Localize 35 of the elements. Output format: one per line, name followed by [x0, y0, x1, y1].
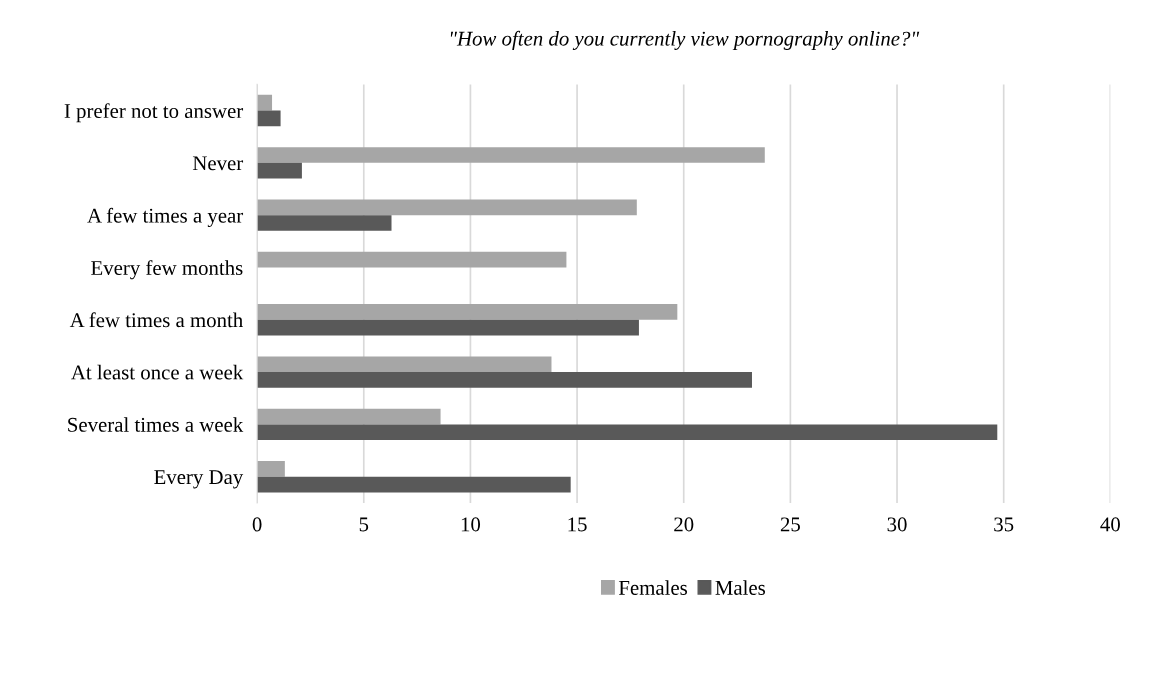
- bar: [257, 476, 571, 493]
- x-tick-label: 5: [359, 517, 369, 532]
- bar: [257, 408, 441, 425]
- bar: [257, 356, 552, 373]
- bar: [257, 162, 302, 179]
- bar: [257, 319, 639, 336]
- y-tick-label: Every few months: [91, 260, 243, 280]
- bar: [257, 94, 273, 111]
- y-tick-label: Several times a week: [68, 417, 244, 432]
- bar: [257, 372, 752, 388]
- bar: [257, 147, 765, 163]
- x-tick-label: 0: [252, 517, 262, 532]
- x-tick-label: 35: [994, 517, 1014, 532]
- y-tick-label: A few times a month: [69, 312, 243, 328]
- y-tick-label: Every Day: [154, 470, 244, 489]
- bar: [257, 199, 637, 216]
- bar: [257, 215, 392, 231]
- bar: [257, 110, 281, 127]
- legend-label: Females: [618, 580, 688, 595]
- x-tick-label: 30: [887, 517, 907, 532]
- y-tick-label: I prefer not to answer: [64, 103, 244, 123]
- bar: [257, 304, 678, 320]
- y-tick-label: At least once a week: [71, 364, 244, 380]
- y-tick-label: Never: [192, 156, 244, 171]
- bar: [257, 424, 998, 441]
- x-tick-label: 40: [1100, 517, 1120, 532]
- x-tick-label: 25: [780, 517, 800, 532]
- legend-label: Males: [715, 580, 766, 595]
- x-tick-label: 15: [568, 517, 587, 532]
- y-tick-label: A few times a year: [87, 207, 244, 227]
- x-tick-label: 10: [461, 517, 481, 532]
- chart-title: "How often do you currently view pornography online?": [450, 30, 920, 50]
- bar: [257, 251, 567, 268]
- bar: [257, 461, 285, 477]
- x-tick-label: 20: [674, 517, 694, 532]
